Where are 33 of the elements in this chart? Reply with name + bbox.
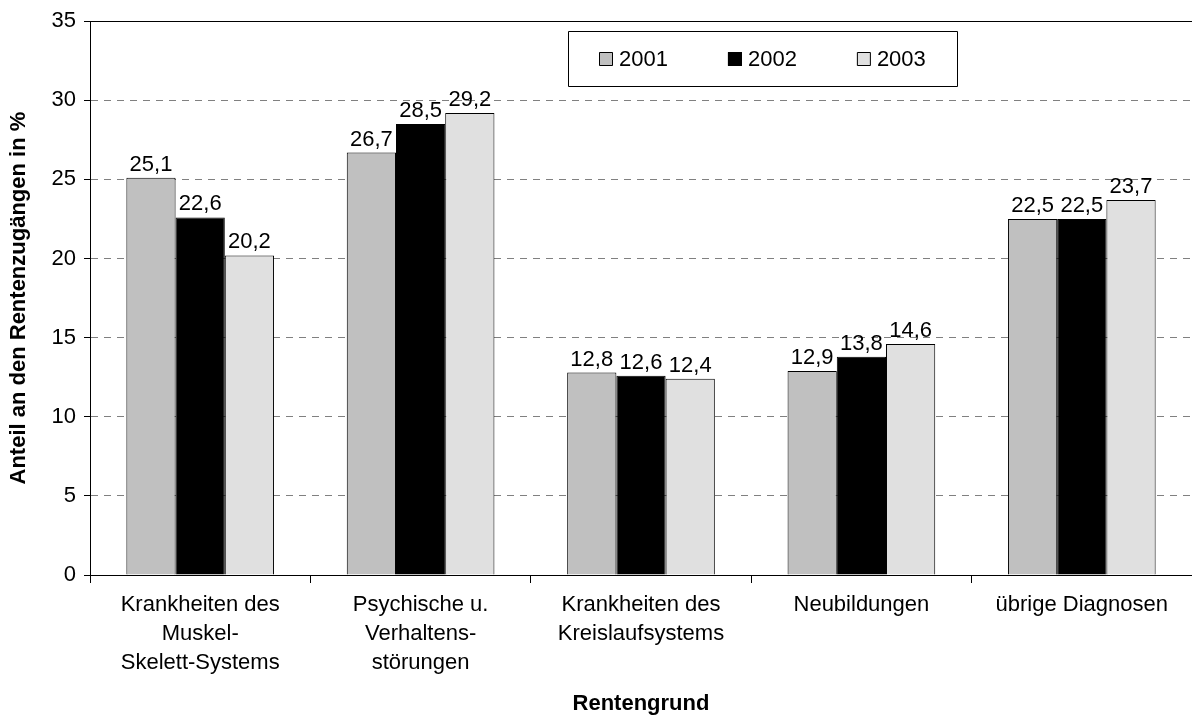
y-tick-label: 10 (51, 402, 76, 428)
legend-label: 2003 (876, 45, 926, 71)
data-label: 22,5 (1060, 192, 1104, 218)
y-axis-title: Anteil an den Rentenzugängen in % (5, 111, 31, 485)
data-label: 20,2 (228, 228, 271, 254)
data-label: 28,5 (399, 97, 443, 123)
y-tick-label: 0 (63, 561, 76, 587)
x-tick-label: Krankheiten des Muskel-Skelett-Systems (120, 591, 280, 674)
data-label: 23,7 (1109, 173, 1153, 199)
data-label: 29,2 (448, 86, 492, 112)
x-tick-label: Psychische u. Verhaltens-störungen (352, 591, 489, 674)
data-label: 14,6 (889, 317, 933, 343)
x-tick-label: Krankheiten des Kreislaufsystems (557, 591, 725, 645)
data-label: 12,9 (790, 343, 834, 369)
y-tick-label: 25 (51, 165, 76, 191)
y-tick-label: 15 (51, 323, 76, 349)
data-label: 22,5 (1011, 192, 1054, 218)
y-tick-label: 35 (51, 7, 76, 33)
data-label: 12,8 (570, 345, 614, 371)
x-tick-label: übrige Diagnosen (995, 591, 1169, 617)
data-label: 12,6 (619, 348, 663, 374)
x-tick-label: Neubildungen (793, 591, 930, 617)
legend-label: 2001 (619, 45, 668, 71)
y-tick-label: 5 (63, 481, 76, 507)
x-axis-title: Rentengrund (572, 689, 710, 715)
data-label: 13,8 (839, 329, 883, 355)
data-label: 26,7 (349, 125, 393, 151)
legend-label: 2002 (747, 45, 797, 71)
data-label: 22,6 (178, 190, 222, 216)
y-tick-label: 20 (51, 244, 76, 270)
data-label: 12,4 (668, 351, 712, 377)
data-label: 25,1 (129, 150, 173, 176)
y-tick-label: 30 (51, 86, 76, 112)
